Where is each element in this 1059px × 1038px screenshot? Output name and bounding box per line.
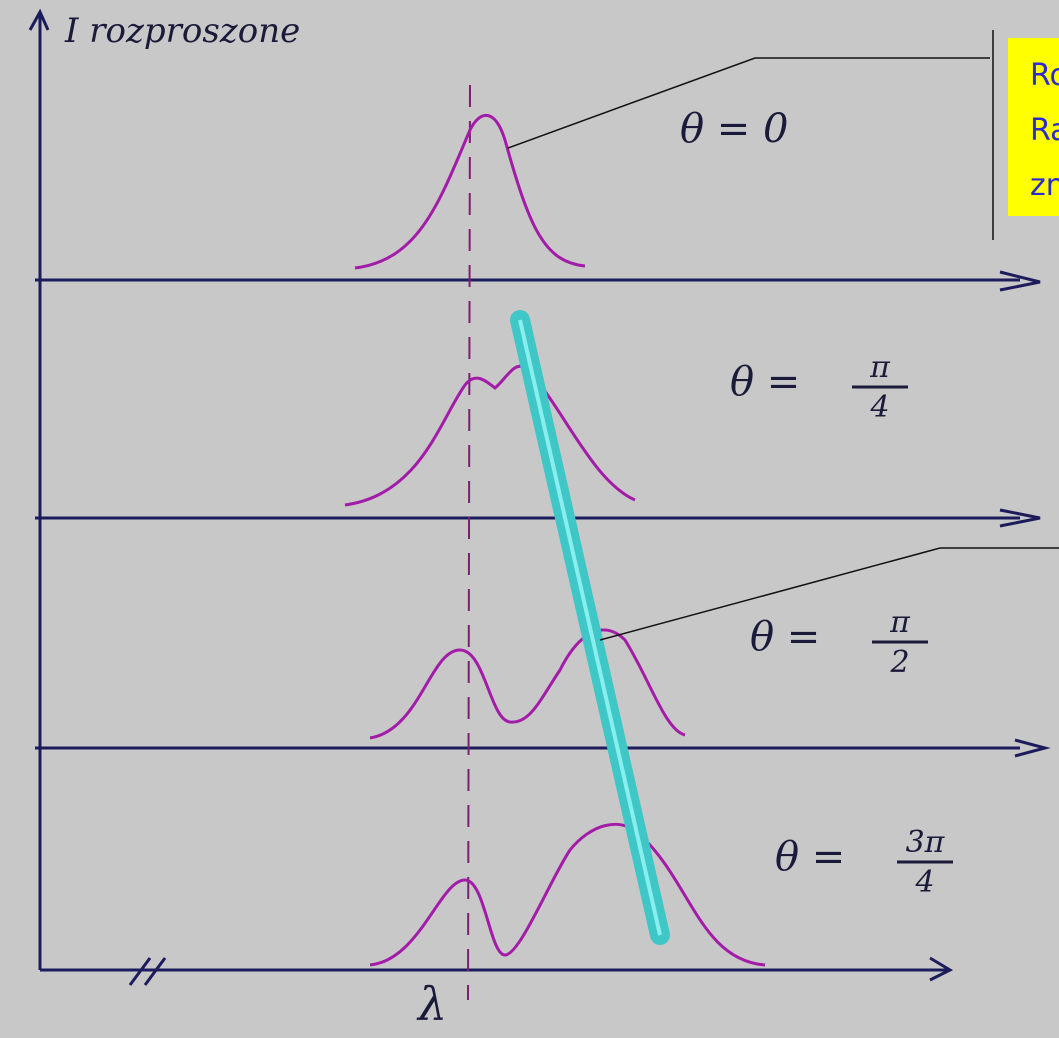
x-axis [40,956,954,982]
note-line: Ro [1030,58,1059,93]
fraction-denominator: 4 [869,390,889,425]
fraction-denominator: 4 [914,865,934,900]
fraction-numerator: π [869,350,891,385]
fraction-numerator: π [889,605,911,640]
fraction-numerator: 3π [906,825,946,860]
baseline-1 [35,270,1041,292]
baseline-2 [35,508,1041,528]
baseline-3 [35,738,1051,758]
note-box [1008,38,1059,216]
shift-marker-highlight [518,319,662,936]
y-axis [28,8,50,970]
callout-2 [599,547,1059,641]
peak-pi4 [344,364,636,507]
callout-1 [507,30,994,240]
fraction-denominator: 2 [889,645,909,680]
peak-0 [354,113,586,270]
panel-label: θ = 0 [680,106,788,152]
note-line: zn [1030,168,1059,203]
reference-line [467,84,471,1001]
peak-3pi4 [369,822,766,967]
peak-pi2 [369,628,686,740]
x-label: λ [416,977,447,1031]
axis-break [128,957,167,986]
panel-label: θ = [730,359,800,405]
panel-label: θ = [775,834,845,880]
panel-label: θ = [750,614,820,660]
note-line: Ra [1030,113,1059,148]
axis-label: I rozproszone [64,11,300,51]
